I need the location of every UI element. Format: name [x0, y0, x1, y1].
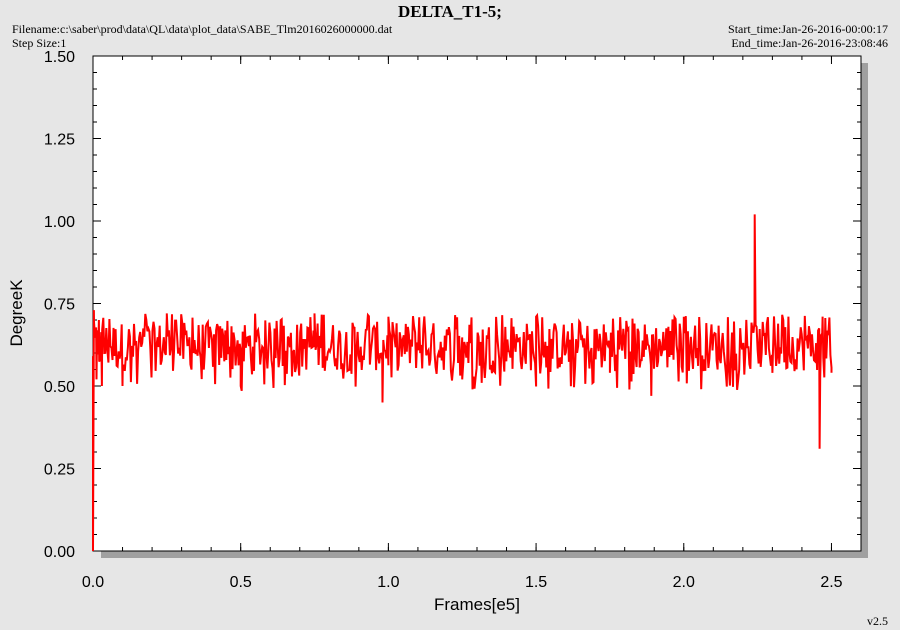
series-line	[92, 214, 833, 552]
x-tick-label: 2.0	[673, 574, 695, 591]
filename-label: Filename:c:\saber\prod\data\QL\data\plot…	[12, 22, 393, 36]
y-tick-label: 0.00	[44, 544, 75, 561]
x-tick-label: 0.0	[82, 574, 104, 591]
plot-background	[92, 55, 862, 552]
y-tick-label: 0.75	[44, 297, 75, 314]
version-label: v2.5	[867, 614, 888, 628]
start-time-label: Start_time:Jan-26-2016-00:00:17	[728, 22, 888, 36]
y-tick-label: 1.50	[44, 49, 75, 66]
y-axis-label: DegreeK	[7, 279, 26, 347]
step-size-label: Step Size:1	[12, 36, 67, 50]
x-tick-label: 1.5	[525, 574, 547, 591]
x-tick-label: 1.0	[377, 574, 399, 591]
y-tick-label: 1.00	[44, 214, 75, 231]
x-tick-label: 2.5	[820, 574, 842, 591]
end-time-label: End_time:Jan-26-2016-23:08:46	[731, 36, 888, 50]
axis-ticks	[92, 55, 862, 552]
y-tick-label: 1.25	[44, 132, 75, 149]
x-axis-label: Frames[e5]	[434, 595, 520, 614]
y-tick-label: 0.50	[44, 379, 75, 396]
y-tick-label: 0.25	[44, 462, 75, 479]
x-tick-label: 0.5	[230, 574, 252, 591]
data-series	[92, 214, 833, 552]
chart-title: DELTA_T1-5;	[398, 2, 502, 21]
tick-labels: 0.00 0.25 0.50 0.75 1.00 1.25 1.50 0.0 0.5 1.0 1.5…	[44, 49, 843, 591]
